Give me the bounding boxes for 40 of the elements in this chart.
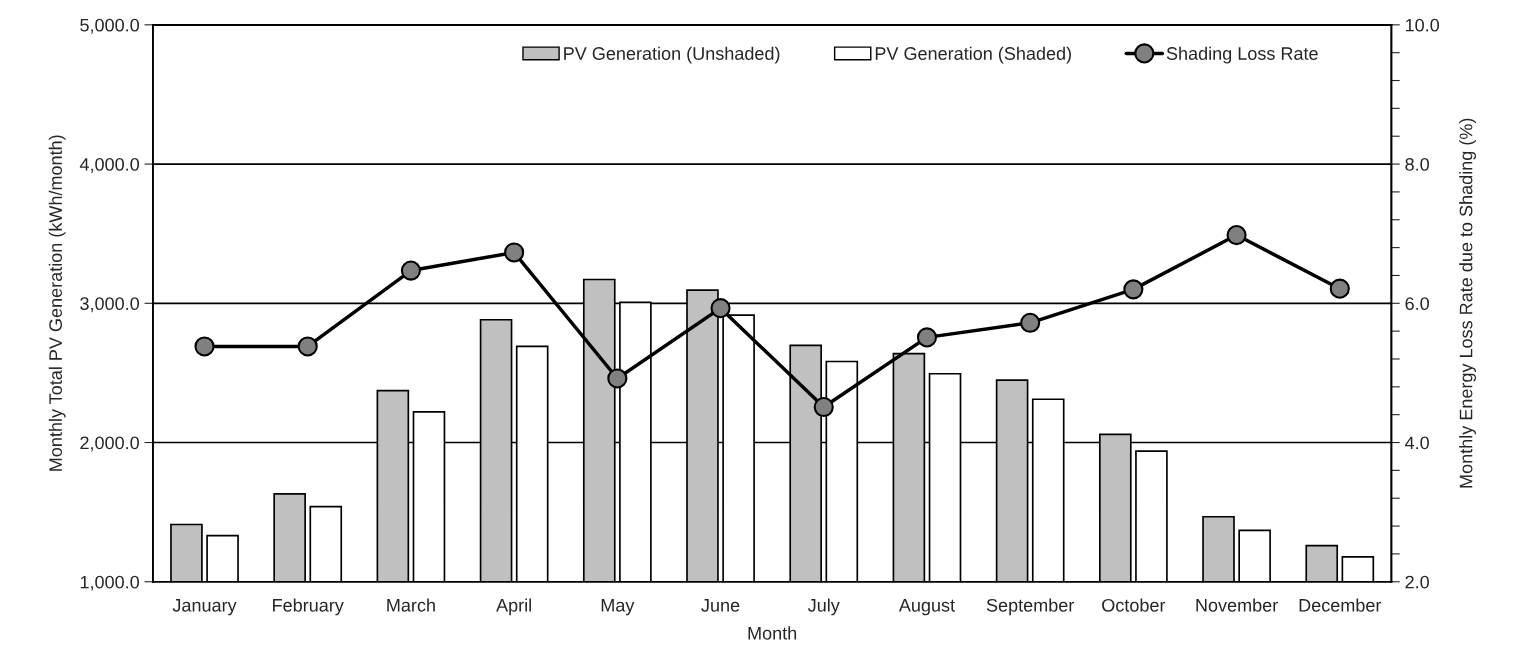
x-tick-label: October bbox=[1102, 598, 1166, 612]
point bbox=[1020, 312, 1041, 333]
x-tick-label: May bbox=[601, 599, 635, 616]
y-tick-label: 5,000.0 bbox=[80, 18, 140, 34]
y-tick-label: 4,000.0 bbox=[79, 157, 140, 173]
x-tick-label: December bbox=[1299, 598, 1382, 612]
y2-tick-label: 4.0 bbox=[1405, 436, 1429, 450]
point bbox=[1226, 225, 1247, 246]
y-tick-label: 1,000.0 bbox=[80, 575, 140, 591]
point bbox=[916, 327, 938, 348]
point bbox=[194, 336, 215, 357]
y2-tick-label: 6.0 bbox=[1405, 297, 1429, 311]
legend-label: PV Generation (Shaded) bbox=[875, 46, 1071, 64]
x-tick-label: January bbox=[172, 599, 237, 616]
point bbox=[1123, 279, 1144, 300]
point bbox=[607, 368, 628, 389]
x-tick-label: July bbox=[807, 598, 840, 616]
y2-axis-title: Monthly Energy Loss Rate due to Shading (%) bbox=[1459, 118, 1476, 488]
point bbox=[400, 260, 421, 281]
legend-label: PV Generation (Unshaded) bbox=[564, 46, 780, 64]
y2-tick-label: 8.0 bbox=[1405, 157, 1429, 171]
point bbox=[813, 396, 834, 418]
y-tick-label: 2,000.0 bbox=[80, 436, 140, 452]
y2-tick-label: 10.0 bbox=[1405, 18, 1440, 32]
y-axis-title: Monthly Total PV Generation (kWh/month) bbox=[48, 135, 66, 471]
point bbox=[1329, 278, 1350, 299]
x-tick-label: November bbox=[1196, 598, 1278, 612]
point bbox=[297, 336, 318, 357]
legend-label: Shading Loss Rate bbox=[1166, 46, 1318, 64]
y-tick-label: 3,000.0 bbox=[80, 297, 140, 313]
x-tick-label: June bbox=[701, 599, 740, 612]
point bbox=[710, 298, 731, 319]
x-tick-label: September bbox=[986, 598, 1075, 616]
point bbox=[504, 242, 525, 263]
x-tick-label: April bbox=[496, 598, 531, 616]
x-tick-label: February bbox=[273, 598, 344, 616]
y2-tick-label: 2.0 bbox=[1405, 575, 1429, 589]
x-tick-label: March bbox=[387, 598, 435, 612]
x-tick-label: August bbox=[898, 599, 955, 616]
x-axis-title: Month bbox=[748, 626, 797, 640]
